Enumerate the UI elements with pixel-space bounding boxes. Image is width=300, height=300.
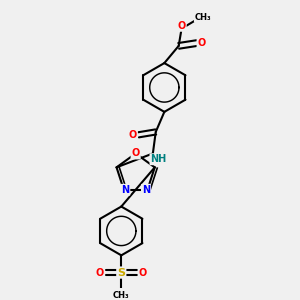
Text: O: O <box>177 21 186 31</box>
Text: O: O <box>197 38 206 48</box>
Text: NH: NH <box>151 154 167 164</box>
Text: N: N <box>142 185 150 195</box>
Text: N: N <box>121 185 129 195</box>
Text: S: S <box>117 268 125 278</box>
Text: O: O <box>131 148 140 158</box>
Text: CH₃: CH₃ <box>113 291 130 300</box>
Text: O: O <box>96 268 104 278</box>
Text: O: O <box>129 130 137 140</box>
Text: O: O <box>139 268 147 278</box>
Text: CH₃: CH₃ <box>195 13 212 22</box>
